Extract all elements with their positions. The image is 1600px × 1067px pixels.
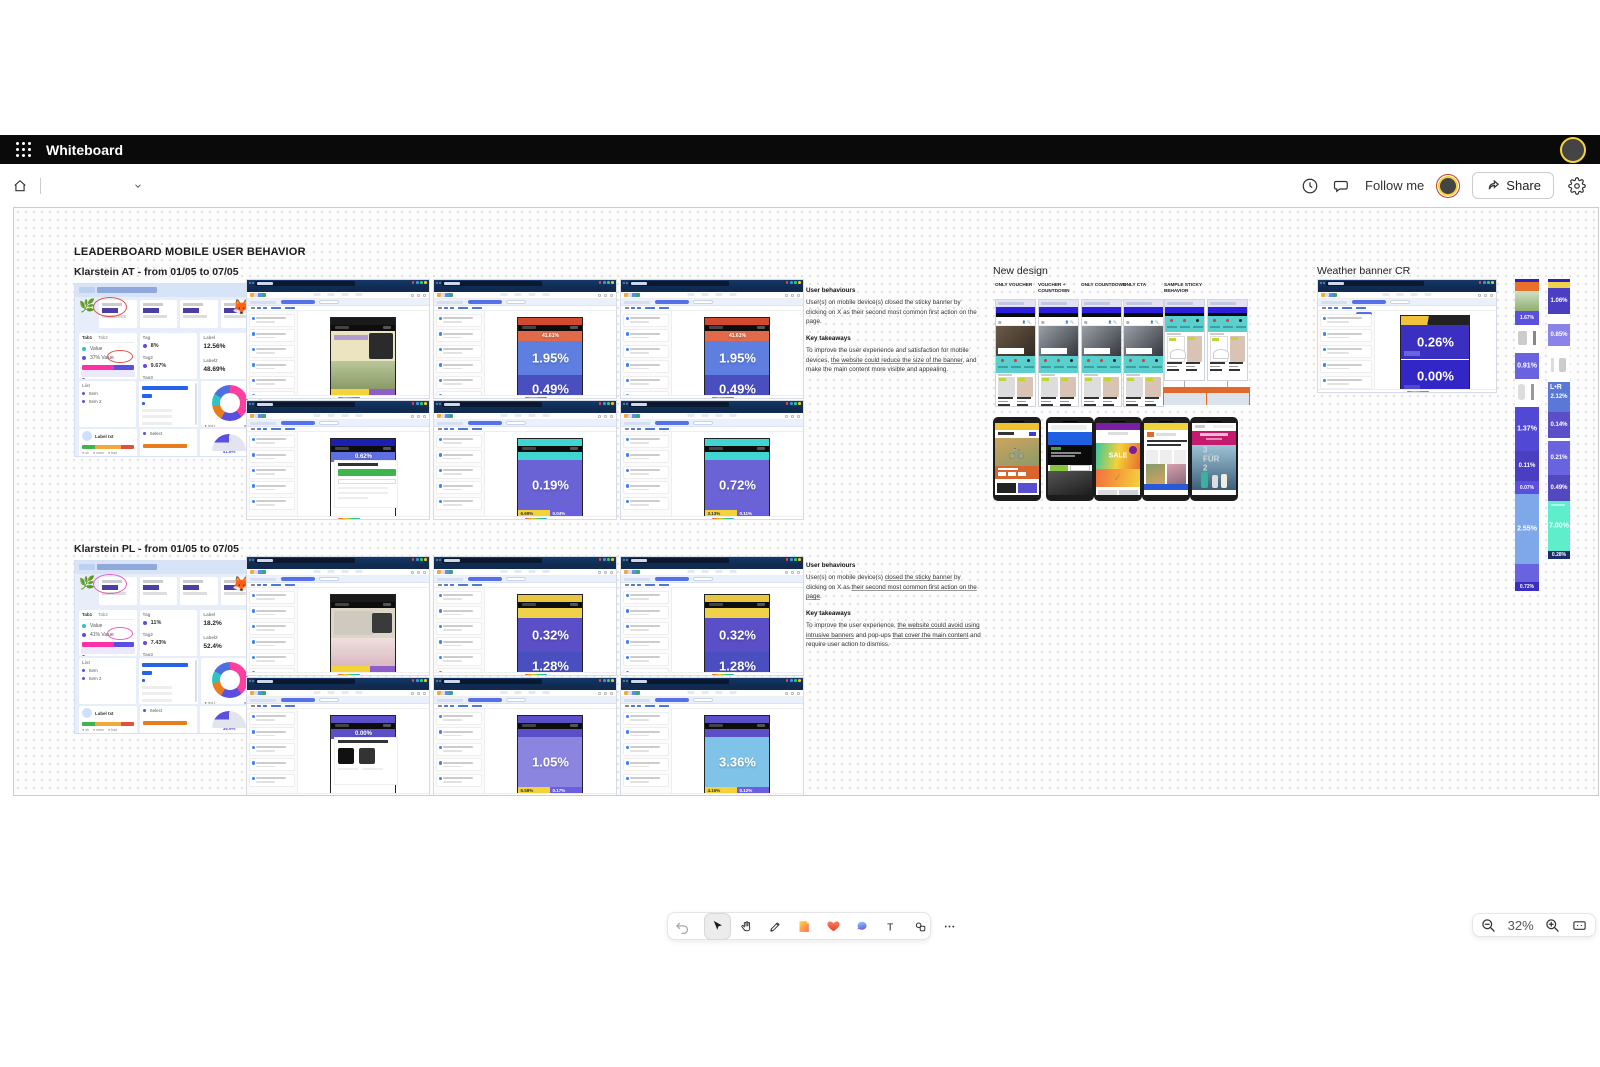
svg-text:T: T (887, 922, 893, 933)
